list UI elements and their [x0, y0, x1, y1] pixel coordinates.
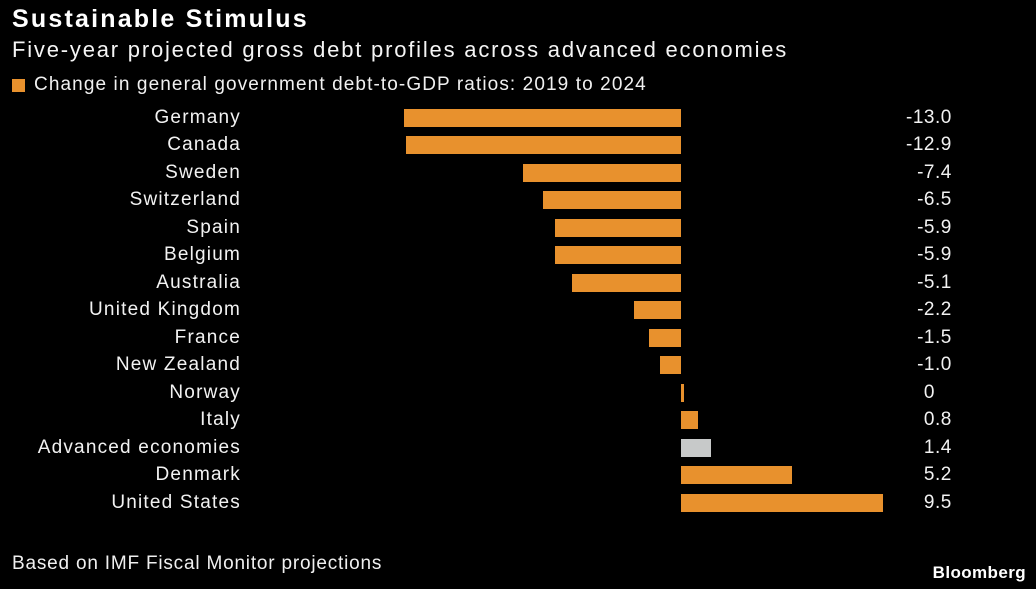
- category-label: Switzerland: [129, 189, 241, 211]
- bar: [406, 136, 681, 155]
- bar-track: [250, 379, 895, 407]
- category-label: Sweden: [165, 161, 241, 183]
- bar: [555, 246, 681, 265]
- chart-title: Sustainable Stimulus: [12, 5, 309, 33]
- chart-row: Australia -5.1: [0, 269, 1036, 297]
- bar: [659, 356, 681, 375]
- value-label: -1.5: [917, 326, 952, 348]
- chart-row: Denmark 5.2: [0, 462, 1036, 490]
- category-label: Germany: [154, 106, 241, 128]
- bar: [649, 328, 681, 347]
- value-label: 5.2: [923, 464, 952, 486]
- source-note: Based on IMF Fiscal Monitor projections: [12, 553, 383, 574]
- bar: [681, 438, 711, 457]
- bar-track: [250, 352, 895, 380]
- legend: Change in general government debt-to-GDP…: [12, 74, 1036, 95]
- legend-swatch-icon: [12, 78, 25, 92]
- value-label: 0: [923, 381, 935, 403]
- bar-chart: Germany -13.0 Canada -12.9 Sweden -7.4 Switzer…: [0, 104, 1036, 517]
- bar: [681, 466, 792, 485]
- category-label: France: [174, 326, 241, 348]
- category-label: Canada: [167, 134, 241, 156]
- value-label: -2.2: [917, 299, 952, 321]
- value-label: -5.9: [917, 244, 952, 266]
- value-label: -5.1: [917, 271, 952, 293]
- legend-label: Change in general government debt-to-GDP…: [34, 74, 647, 95]
- bar: [404, 108, 681, 127]
- value-label: 9.5: [923, 491, 952, 513]
- category-label: Spain: [186, 216, 241, 238]
- bar: [542, 191, 681, 210]
- chart-row: Sweden -7.4: [0, 159, 1036, 187]
- chart-row: France -1.5: [0, 324, 1036, 352]
- chart-row: Advanced economies 1.4: [0, 434, 1036, 462]
- bar-track: [250, 462, 895, 490]
- value-label: -1.0: [917, 354, 952, 376]
- value-label: 1.4: [923, 436, 952, 458]
- bar-track: [250, 269, 895, 297]
- bar: [572, 273, 681, 292]
- bar: [681, 493, 884, 512]
- bar-track: [250, 242, 895, 270]
- category-label: Denmark: [155, 464, 241, 486]
- bar: [555, 218, 681, 237]
- chart-row: Germany -13.0: [0, 104, 1036, 132]
- bar-track: [250, 104, 895, 132]
- chart-row: United States 9.5: [0, 489, 1036, 517]
- bar: [634, 301, 681, 320]
- bar-track: [250, 434, 895, 462]
- chart-row: Spain -5.9: [0, 214, 1036, 242]
- chart-row: United Kingdom -2.2: [0, 297, 1036, 325]
- bar-track: [250, 297, 895, 325]
- bloomberg-logo: Bloomberg: [932, 563, 1026, 582]
- chart-row: Canada -12.9: [0, 132, 1036, 160]
- bar-track: [250, 132, 895, 160]
- chart-subtitle: Five-year projected gross debt profiles …: [12, 37, 789, 62]
- chart-row: Norway 0: [0, 379, 1036, 407]
- bar: [681, 383, 684, 402]
- category-label: United States: [111, 491, 241, 513]
- category-label: Belgium: [163, 244, 241, 266]
- bar-track: [250, 407, 895, 435]
- bar: [523, 163, 681, 182]
- chart-row: Belgium -5.9: [0, 242, 1036, 270]
- value-label: -12.9: [906, 134, 952, 156]
- category-label: Italy: [200, 409, 241, 431]
- bar-track: [250, 324, 895, 352]
- value-label: -5.9: [917, 216, 952, 238]
- chart-row: Italy 0.8: [0, 407, 1036, 435]
- bar: [681, 411, 699, 430]
- bar-track: [250, 187, 895, 215]
- category-label: United Kingdom: [89, 299, 241, 321]
- chart-row: New Zealand -1.0: [0, 352, 1036, 380]
- value-label: -7.4: [917, 161, 952, 183]
- bar-track: [250, 214, 895, 242]
- category-label: Advanced economies: [37, 436, 241, 458]
- value-label: -6.5: [917, 189, 952, 211]
- bar-track: [250, 159, 895, 187]
- bar-track: [250, 489, 895, 517]
- category-label: Norway: [169, 381, 241, 403]
- category-label: Australia: [156, 271, 241, 293]
- value-label: -13.0: [906, 106, 952, 128]
- category-label: New Zealand: [115, 354, 241, 376]
- chart-row: Switzerland -6.5: [0, 187, 1036, 215]
- value-label: 0.8: [923, 409, 952, 431]
